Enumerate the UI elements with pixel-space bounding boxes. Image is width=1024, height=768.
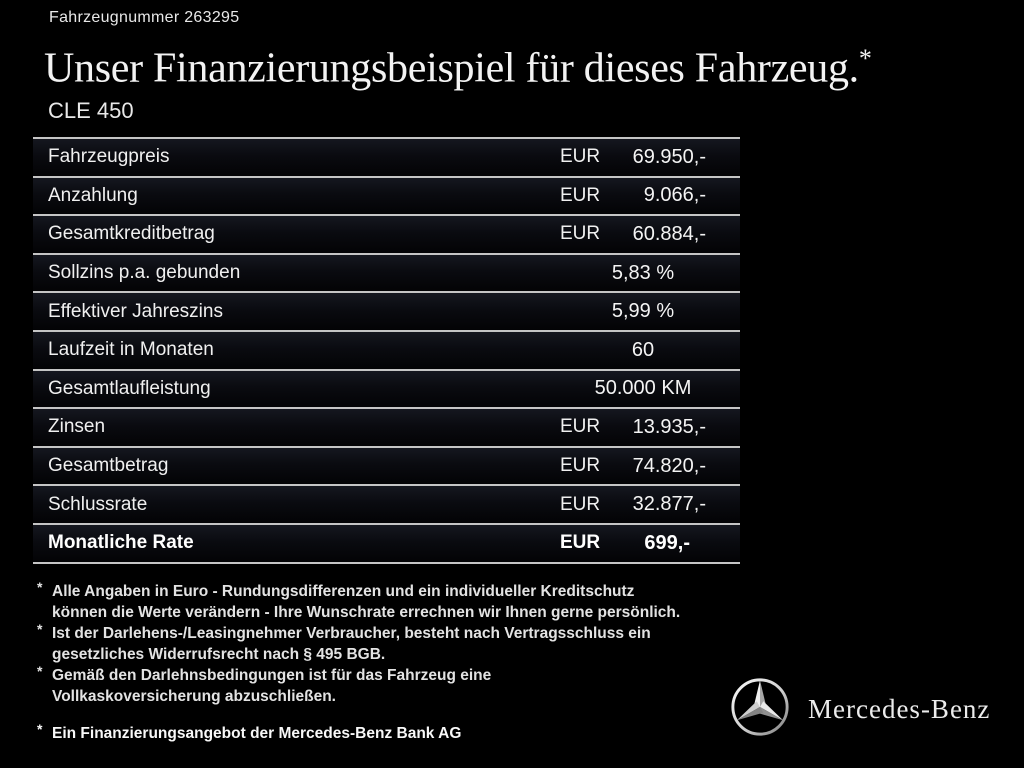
- page-title-text: Unser Finanzierungsbeispiel für dieses F…: [44, 45, 859, 92]
- table-row: Gesamtbetrag EUR 74.820,-: [33, 445, 740, 485]
- footnote-text: Alle Angaben in Euro - Rundungsdifferenz…: [52, 581, 680, 623]
- footnotes: * Alle Angaben in Euro - Rundungsdifferen…: [37, 579, 752, 744]
- table-row: Schlussrate EUR 32.877,-: [33, 484, 740, 523]
- row-currency: EUR: [560, 223, 601, 245]
- row-label: Sollzins p.a. gebunden: [48, 262, 241, 284]
- row-label: Gesamtkreditbetrag: [48, 223, 215, 245]
- row-label: Schlussrate: [48, 493, 148, 515]
- row-value-cell: 50.000 KM: [560, 377, 740, 400]
- footnote-line: Ist der Darlehens-/Leasingnehmer Verbrau…: [52, 625, 651, 642]
- row-currency: EUR: [560, 532, 601, 554]
- mercedes-wordmark: Mercedes-Benz: [808, 694, 991, 724]
- table-row: Zinsen EUR 13.935,-: [33, 407, 740, 446]
- table-row: Sollzins p.a. gebunden 5,83 %: [33, 252, 740, 292]
- footnote-line: Ein Finanzierungsangebot der Mercedes-Be…: [52, 725, 462, 742]
- row-value: 50.000 KM: [594, 377, 692, 400]
- row-currency: EUR: [560, 416, 601, 438]
- footnote-marker: *: [37, 663, 43, 679]
- table-row: Laufzeit in Monaten 60: [33, 329, 740, 369]
- row-label: Gesamtlaufleistung: [48, 377, 211, 399]
- footnote-marker: *: [37, 721, 43, 737]
- row-value-cell: 60: [560, 339, 740, 362]
- finance-table: Fahrzeugpreis EUR 69.950,- Anzahlung EUR 9.06…: [33, 137, 740, 564]
- footnote-line: Vollkaskoversicherung abzuschließen.: [52, 688, 336, 705]
- row-value-cell: EUR 13.935,-: [560, 416, 740, 439]
- row-value: 69.950,-: [632, 145, 706, 168]
- table-row: Effektiver Jahreszins 5,99 %: [33, 291, 740, 330]
- row-value: 5,99 %: [611, 300, 675, 323]
- footnote-text: Ist der Darlehens-/Leasingnehmer Verbrau…: [52, 623, 651, 665]
- row-currency: EUR: [560, 493, 601, 515]
- row-currency: EUR: [560, 184, 601, 206]
- table-row: Anzahlung EUR 9.066,-: [33, 175, 740, 215]
- footnote-line: Gemäß den Darlehnsbedingungen ist für da…: [52, 667, 492, 684]
- footnote-text: Ein Finanzierungsangebot der Mercedes-Be…: [52, 723, 461, 744]
- row-label: Effektiver Jahreszins: [48, 300, 223, 322]
- row-value: 699,-: [644, 531, 690, 554]
- footnote: * Gemäß den Darlehnsbedingungen ist für d…: [37, 663, 752, 707]
- footnote-marker: *: [37, 621, 43, 637]
- footnote: * Alle Angaben in Euro - Rundungsdifferen…: [37, 579, 752, 623]
- row-value-cell: EUR 74.820,-: [560, 455, 740, 478]
- row-currency: EUR: [560, 455, 601, 477]
- row-label: Laufzeit in Monaten: [48, 339, 214, 361]
- table-row: Gesamtkreditbetrag EUR 60.884,-: [33, 214, 740, 253]
- row-value: 74.820,-: [632, 454, 706, 477]
- brand-logo: Mercedes-Benz: [729, 676, 990, 738]
- footnote-marker: *: [37, 579, 43, 595]
- row-value: 13.935,-: [632, 415, 706, 438]
- row-currency: EUR: [560, 146, 601, 168]
- row-value: 32.877,-: [632, 493, 706, 516]
- row-value-cell: EUR 32.877,-: [560, 493, 740, 516]
- row-label: Anzahlung: [48, 184, 138, 206]
- table-row: Gesamtlaufleistung 50.000 KM: [33, 368, 740, 408]
- row-label: Monatliche Rate: [48, 532, 194, 554]
- row-value-cell: EUR 60.884,-: [560, 223, 740, 246]
- title-asterisk: *: [858, 44, 872, 73]
- row-value: 9.066,-: [643, 184, 706, 207]
- row-value-cell: 5,99 %: [560, 300, 740, 323]
- vehicle-number: Fahrzeugnummer 263295: [49, 9, 240, 26]
- model-name: CLE 450: [48, 98, 134, 123]
- table-row: Monatliche Rate EUR 699,-: [33, 522, 740, 562]
- footnote-line: Alle Angaben in Euro - Rundungsdifferenz…: [52, 583, 635, 600]
- footnote-line: gesetzliches Widerrufsrecht nach § 495 B…: [52, 646, 386, 663]
- row-value: 5,83 %: [611, 261, 675, 284]
- footnote-line: können die Werte verändern - Ihre Wunsch…: [52, 604, 681, 621]
- mercedes-star-icon: [731, 678, 789, 736]
- row-label: Gesamtbetrag: [48, 455, 169, 477]
- footnote: * Ein Finanzierungsangebot der Mercedes-B…: [37, 721, 752, 744]
- footnote: * Ist der Darlehens-/Leasingnehmer Verbra…: [37, 621, 752, 665]
- page-title: Unser Finanzierungsbeispiel für dieses F…: [44, 44, 872, 93]
- row-label: Zinsen: [48, 416, 106, 438]
- row-value-cell: EUR 699,-: [560, 532, 740, 555]
- row-value: 60: [631, 338, 655, 361]
- row-value: 60.884,-: [632, 222, 706, 245]
- row-label: Fahrzeugpreis: [48, 146, 170, 168]
- row-value-cell: EUR 69.950,-: [560, 146, 740, 169]
- footnote-text: Gemäß den Darlehnsbedingungen ist für da…: [52, 665, 491, 707]
- row-value-cell: EUR 9.066,-: [560, 184, 740, 207]
- row-value-cell: 5,83 %: [560, 262, 740, 285]
- table-row: Fahrzeugpreis EUR 69.950,-: [33, 137, 740, 176]
